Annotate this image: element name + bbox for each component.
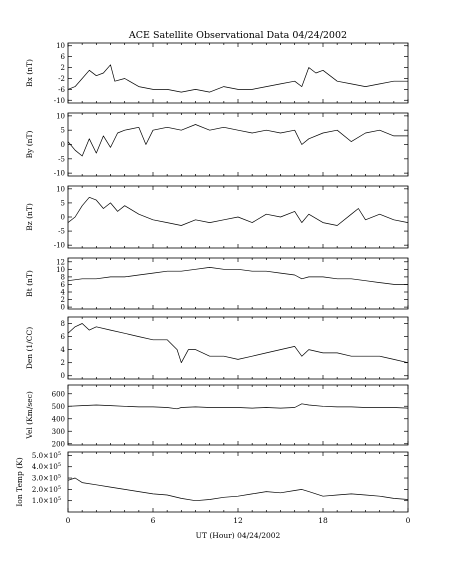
y-tick-label: -6 bbox=[58, 86, 65, 94]
series-line bbox=[67, 64, 408, 93]
y-tick-label: -5 bbox=[58, 228, 65, 236]
y-tick-label: 3.0×105 bbox=[32, 474, 61, 483]
y-tick-label: 0 bbox=[61, 304, 65, 312]
y-tick-label: 12 bbox=[56, 258, 65, 266]
series-line bbox=[67, 196, 409, 226]
series-line bbox=[67, 267, 408, 285]
panel-frame bbox=[67, 451, 409, 513]
panel-1: 10 6 2 -2 -6 -10 Bx (nT) bbox=[25, 42, 409, 105]
x-tick-label: 0 bbox=[66, 516, 71, 525]
panel-2: 10 5 0 -5 -10 By (nT) bbox=[25, 112, 409, 178]
panel-6: 600 500 400 300 200 Vel (Km/sec) bbox=[25, 384, 409, 448]
x-axis-label: UT (Hour) 04/24/2002 bbox=[196, 531, 281, 540]
y-axis-label: Vel (Km/sec) bbox=[25, 391, 34, 440]
y-axis-label: Ion Temp (K) bbox=[15, 457, 24, 506]
series-line bbox=[67, 323, 409, 364]
panel-3: 10 5 0 -5 -10 Bz (nT) bbox=[25, 185, 409, 250]
y-tick-label: 2.0×105 bbox=[32, 485, 61, 494]
series-line bbox=[67, 403, 409, 410]
y-axis-label: Bz (nT) bbox=[25, 203, 34, 231]
series-line bbox=[67, 477, 409, 502]
y-tick-label: 4 bbox=[61, 289, 66, 297]
y-tick-label: 6 bbox=[61, 281, 66, 289]
y-tick-label: -10 bbox=[54, 170, 65, 178]
x-tick-label: 0 bbox=[406, 516, 411, 525]
y-tick-label: 600 bbox=[52, 390, 65, 398]
y-tick-label: 2 bbox=[61, 296, 65, 304]
y-tick-label: 500 bbox=[52, 403, 65, 411]
series-line bbox=[67, 124, 408, 157]
y-tick-label: -5 bbox=[58, 155, 65, 163]
x-tick-label: 6 bbox=[151, 516, 156, 525]
y-tick-label: 5 bbox=[61, 127, 65, 135]
y-tick-label: 2 bbox=[61, 359, 65, 367]
panel-frame bbox=[67, 316, 409, 380]
y-tick-label: 10 bbox=[56, 42, 65, 50]
x-tick-label: 18 bbox=[318, 516, 328, 525]
y-tick-label: 2 bbox=[61, 64, 65, 72]
chart-title: ACE Satellite Observational Data 04/24/2… bbox=[128, 30, 347, 41]
y-tick-exponent: 5 bbox=[58, 451, 61, 457]
y-tick-label: 10 bbox=[56, 112, 65, 120]
y-axis-label: By (nT) bbox=[25, 131, 34, 159]
y-tick-label: 4.0×105 bbox=[32, 462, 61, 471]
panel-7: 5.0×105 4.0×105 3.0×105 2.0×105 1.0×105 Ion T… bbox=[15, 451, 409, 513]
y-tick-label: 10 bbox=[56, 266, 65, 274]
panel-frame bbox=[67, 42, 409, 104]
panel-frame bbox=[67, 112, 409, 177]
y-tick-label: 8 bbox=[61, 273, 65, 281]
y-axis-label: Den (1/CC) bbox=[25, 327, 34, 369]
panel-frame bbox=[67, 257, 409, 310]
y-tick-label: -10 bbox=[54, 242, 65, 250]
y-tick-label: 4 bbox=[61, 346, 66, 354]
y-tick-label: 200 bbox=[52, 440, 65, 448]
y-tick-label: -2 bbox=[58, 75, 65, 83]
y-tick-label: 5 bbox=[61, 199, 65, 207]
y-tick-exponent: 5 bbox=[58, 485, 61, 491]
panel-5: 8 6 4 2 0 Den (1/CC) bbox=[25, 316, 409, 380]
y-axis-label: Bt (nT) bbox=[25, 270, 34, 297]
y-tick-label: 10 bbox=[56, 185, 65, 193]
y-tick-label: 6 bbox=[61, 333, 66, 341]
y-tick-label: 1.0×105 bbox=[32, 496, 61, 505]
y-tick-label: 0 bbox=[61, 372, 65, 380]
y-tick-exponent: 5 bbox=[58, 462, 61, 468]
y-axis-label: Bx (nT) bbox=[25, 59, 34, 87]
y-tick-label: 8 bbox=[61, 320, 65, 328]
y-tick-label: -10 bbox=[54, 97, 65, 105]
y-tick-label: 300 bbox=[52, 428, 65, 436]
y-tick-label: 0 bbox=[61, 141, 65, 149]
y-tick-exponent: 5 bbox=[58, 474, 61, 480]
y-tick-label: 0 bbox=[61, 214, 65, 222]
y-tick-exponent: 5 bbox=[58, 496, 61, 502]
y-tick-label: 5.0×105 bbox=[32, 451, 61, 460]
panel-frame bbox=[67, 384, 409, 446]
y-tick-label: 6 bbox=[61, 53, 66, 61]
y-tick-label: 400 bbox=[52, 415, 65, 423]
x-tick-label: 12 bbox=[233, 516, 243, 525]
